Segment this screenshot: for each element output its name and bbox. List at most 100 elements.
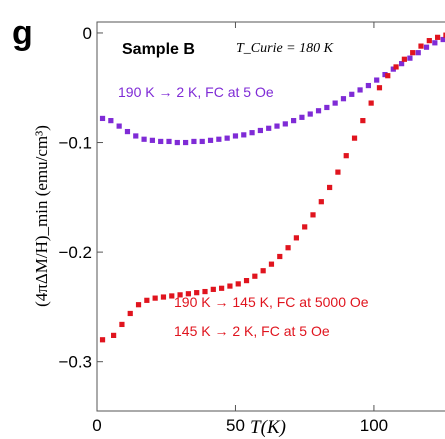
series-1-point-39 [426,38,432,44]
series-1-point-22 [285,245,291,251]
series-0-point-41 [440,36,445,43]
tick-labels: 0 50 100 0 −0.1 −0.2 −0.3 [58,24,388,435]
series-1-point-12 [202,288,208,295]
y-axis-label: (4πΔM/H)_min (emu/cm³) [32,125,51,307]
series-0-point-12 [199,138,205,145]
series-1-point-14 [219,285,225,291]
series-0-point-18 [249,130,255,136]
series-0-point-34 [382,71,388,78]
series-0-point-39 [423,44,430,50]
x-axis-label: T(K) [250,417,286,438]
series-1-point-13 [210,286,216,292]
series-0-point-28 [332,100,338,106]
series-0-point-35 [390,66,396,72]
series-0-point-23 [291,118,297,124]
series-0-point-2 [116,123,122,129]
series-1-point-28 [335,169,341,175]
series-0-point-27 [324,104,330,111]
series-1-point-1 [111,332,117,338]
series-1-point-29 [343,153,349,159]
y-tick-label-1: −0.1 [58,134,92,153]
series-0-point-31 [357,87,363,93]
series-0-point-10 [183,139,189,146]
series-0-point-16 [232,133,239,139]
series-1-point-40 [435,34,441,40]
series-0-point-22 [282,121,288,127]
series-1-point-21 [277,253,283,260]
y-tick-label-2: −0.2 [58,243,92,262]
series-0-point-0 [99,115,106,122]
series-1-point-15 [227,283,233,289]
series-1-point-26 [318,199,324,205]
series-1-point-27 [327,184,333,191]
series-0 [99,36,445,146]
series-0-point-11 [191,138,197,145]
series-1-point-17 [243,278,250,284]
series-0-point-6 [149,137,155,143]
series-1-point-23 [293,235,299,241]
series-1-point-16 [235,281,241,287]
series-0-point-32 [365,82,371,89]
series-0-point-40 [432,40,438,46]
series-0-point-29 [340,96,347,102]
series-0-point-7 [158,138,164,145]
series-0-point-37 [407,55,413,61]
series-1-point-25 [310,212,316,218]
annotation-red-series-line2: 145 K → 2 K, FC at 5 Oe [174,323,330,339]
series-0-point-25 [307,111,313,117]
plot-frame [96,21,445,412]
series-0-point-8 [166,138,172,145]
series-1-point-11 [194,290,200,296]
series-0-point-33 [374,77,380,83]
series-1-point-19 [260,268,266,274]
series-0-point-4 [133,133,139,139]
series-0-point-30 [349,91,355,97]
series-1-point-4 [135,302,142,308]
series-0-point-20 [266,125,272,131]
series-1-point-2 [119,321,125,328]
series-0-point-3 [124,128,131,135]
series-0-point-26 [315,108,322,114]
series-0-point-1 [108,118,114,124]
series-0-point-36 [399,61,405,67]
series-0-point-24 [299,114,305,120]
curie-temperature-label: T_Curie = 180 K [236,41,334,56]
series-0-point-19 [257,127,263,134]
annotation-purple-series: 190 K → 2 K, FC at 5 Oe [118,84,274,100]
series-1-point-8 [169,293,175,299]
x-tick-label-0: 0 [92,416,101,435]
series-1-point-31 [360,118,366,124]
sample-label: Sample B [122,41,195,58]
y-tick-label-0: 0 [83,24,92,43]
series-1-point-9 [177,292,183,298]
series-1-point-36 [401,56,407,62]
series-1-point-35 [393,64,399,70]
series-0-point-17 [241,132,247,138]
series-0-point-14 [216,136,222,142]
series-1-point-34 [385,73,391,79]
data-points [99,32,445,343]
series-0-point-38 [415,50,421,56]
series-1-point-20 [268,261,275,267]
series-1-point-33 [376,85,383,91]
axis-ticks [96,22,375,411]
annotation-red-series-line1: 190 K → 145 K, FC at 5000 Oe [174,294,369,310]
series-1-point-24 [302,224,308,230]
panel-label: g [12,14,33,52]
x-tick-label-1: 50 [226,416,245,435]
series-1-point-6 [152,295,158,301]
series-1-point-30 [351,135,358,141]
series-1-point-18 [252,273,258,279]
series-1-point-38 [418,43,424,49]
series-0-point-9 [174,139,180,146]
series-1-point-41 [443,32,445,38]
series-1 [99,32,445,343]
series-1-point-7 [160,294,167,300]
series-1-point-37 [410,50,416,56]
x-tick-label-2: 100 [360,416,388,435]
series-1-point-3 [127,310,133,317]
series-0-point-5 [141,136,147,142]
series-0-point-13 [207,137,214,143]
series-1-point-10 [185,291,191,297]
